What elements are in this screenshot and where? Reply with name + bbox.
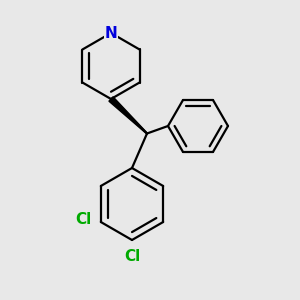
Text: Cl: Cl — [124, 249, 140, 264]
Text: Cl: Cl — [76, 212, 92, 226]
Polygon shape — [109, 97, 147, 134]
Text: N: N — [105, 26, 117, 40]
